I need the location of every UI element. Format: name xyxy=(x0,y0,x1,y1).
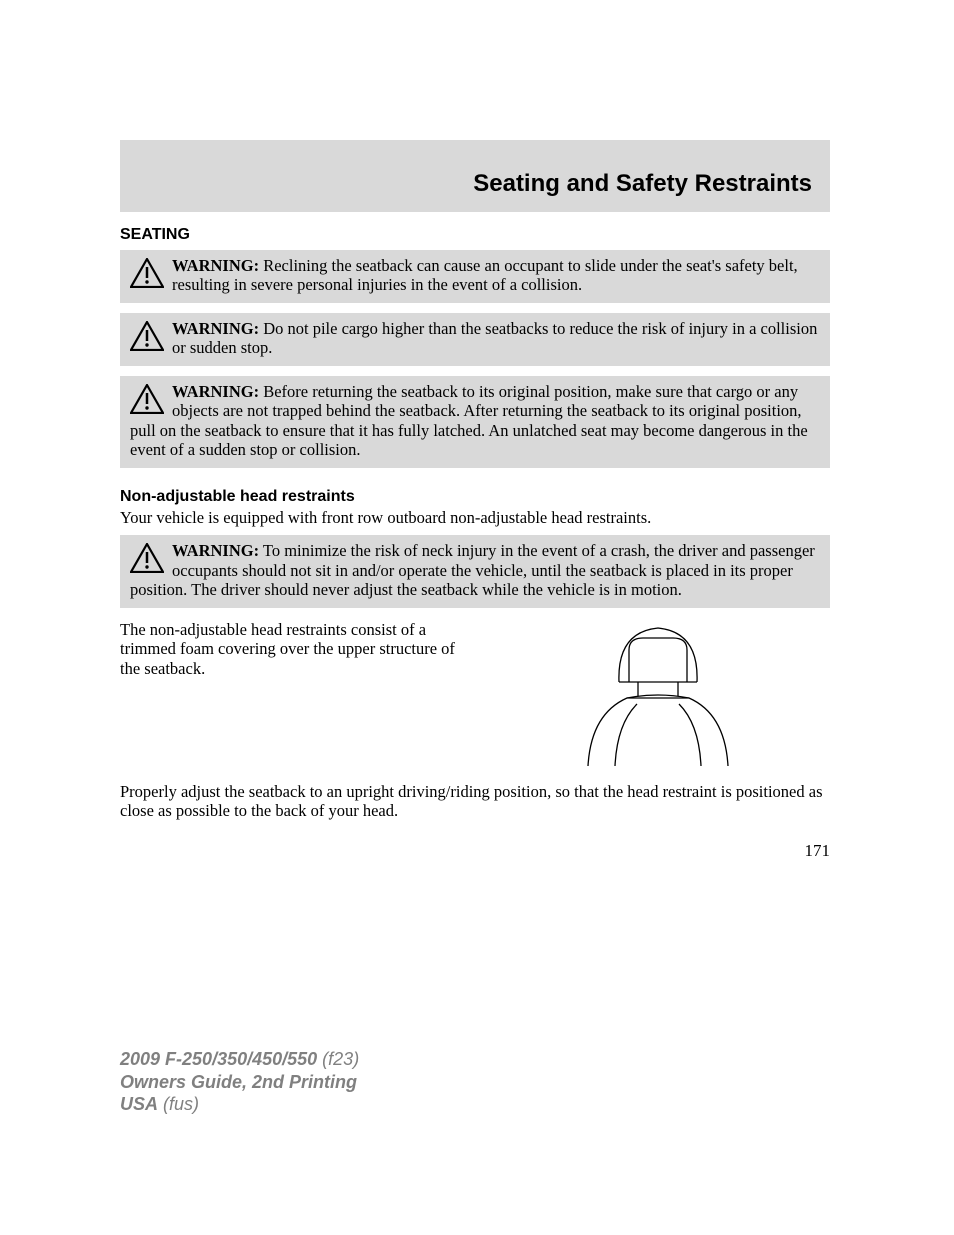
warning-triangle-icon xyxy=(130,321,164,351)
footer-code: (f23) xyxy=(317,1049,359,1069)
warning-label: WARNING: xyxy=(172,382,259,401)
warning-box-4: WARNING: To minimize the risk of neck in… xyxy=(120,535,830,607)
headrest-illustration xyxy=(533,620,783,770)
footer-line-3: USA (fus) xyxy=(120,1093,359,1116)
footer-line-1: 2009 F-250/350/450/550 (f23) xyxy=(120,1048,359,1071)
footer-line-2: Owners Guide, 2nd Printing xyxy=(120,1071,359,1094)
footer-block: 2009 F-250/350/450/550 (f23) Owners Guid… xyxy=(120,1048,359,1116)
warning-text-1: Reclining the seatback can cause an occu… xyxy=(172,256,798,294)
para-adjust: Properly adjust the seatback to an uprig… xyxy=(120,782,830,821)
warning-label: WARNING: xyxy=(172,319,259,338)
warning-label: WARNING: xyxy=(172,541,259,560)
warning-triangle-icon xyxy=(130,384,164,414)
warning-box-1: WARNING: Reclining the seatback can caus… xyxy=(120,250,830,303)
warning-text-2: Do not pile cargo higher than the seatba… xyxy=(172,319,817,357)
warning-triangle-icon xyxy=(130,258,164,288)
page-number: 171 xyxy=(120,841,830,861)
page-content: Seating and Safety Restraints SEATING WA… xyxy=(120,140,830,861)
headrest-illustration-container xyxy=(485,620,830,770)
chapter-title: Seating and Safety Restraints xyxy=(473,170,812,198)
two-column-row: The non-adjustable head restraints consi… xyxy=(120,620,830,770)
subheading-head-restraints: Non-adjustable head restraints xyxy=(120,488,830,506)
footer-region: USA xyxy=(120,1094,158,1114)
warning-box-2: WARNING: Do not pile cargo higher than t… xyxy=(120,313,830,366)
footer-region-code: (fus) xyxy=(158,1094,199,1114)
warning-triangle-icon xyxy=(130,543,164,573)
para-intro: Your vehicle is equipped with front row … xyxy=(120,508,830,527)
warning-box-3: WARNING: Before returning the seatback t… xyxy=(120,376,830,468)
para-foam: The non-adjustable head restraints consi… xyxy=(120,620,465,770)
footer-model: 2009 F-250/350/450/550 xyxy=(120,1049,317,1069)
warning-label: WARNING: xyxy=(172,256,259,275)
section-heading-seating: SEATING xyxy=(120,226,830,244)
chapter-header-bar: Seating and Safety Restraints xyxy=(120,140,830,212)
